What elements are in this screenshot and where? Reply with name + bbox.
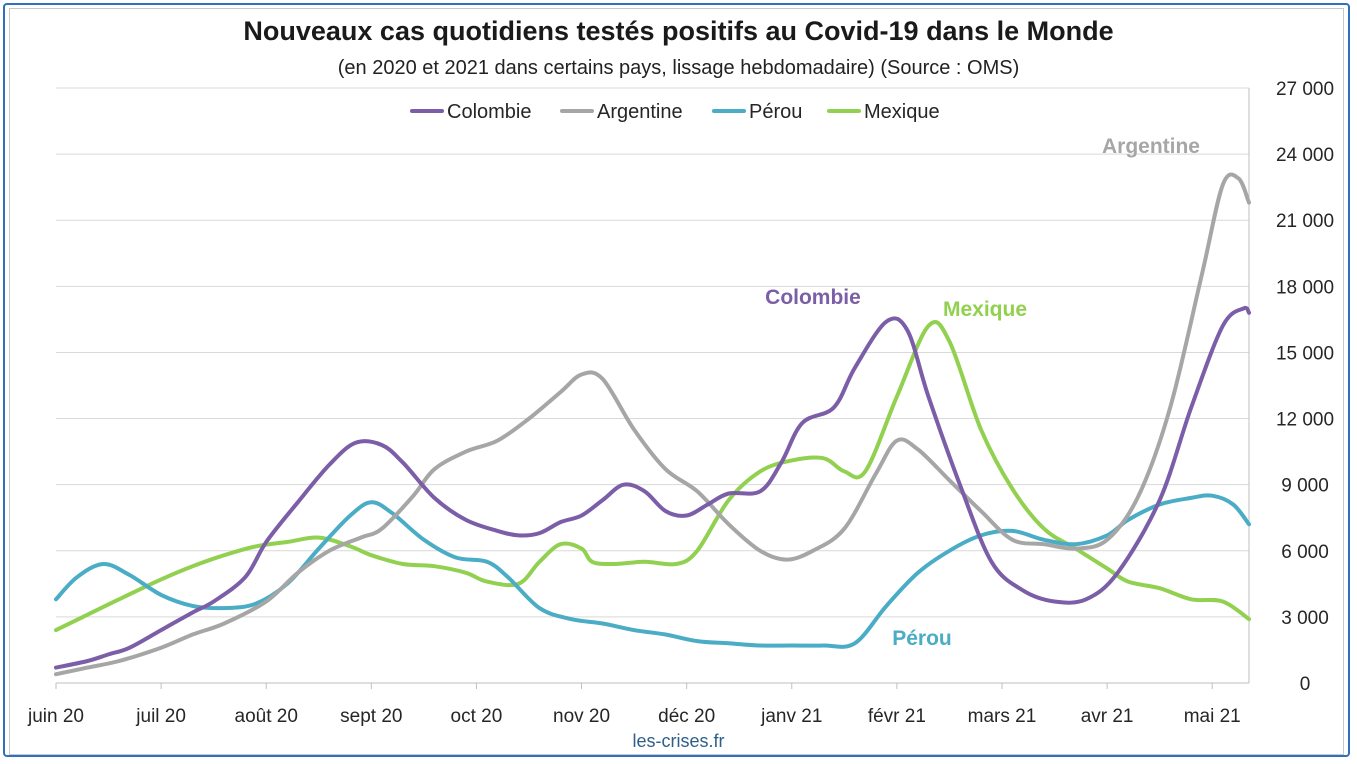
x-tick-label: déc 20	[658, 706, 715, 727]
y-tick-label: 18 000	[1276, 277, 1334, 298]
y-tick-label: 3 000	[1281, 608, 1329, 629]
x-tick-label: janv 21	[760, 706, 822, 727]
y-tick-label: 9 000	[1281, 476, 1329, 497]
x-tick-label: févr 21	[868, 706, 926, 727]
chart-area-border	[9, 8, 1344, 755]
x-tick-label: août 20	[235, 706, 298, 727]
legend-label: Argentine	[597, 101, 683, 123]
legend-label: Pérou	[749, 101, 802, 123]
x-tick-label: juin 20	[27, 706, 84, 727]
series-line-colombie	[54, 305, 1251, 670]
x-tick-label: juil 20	[135, 706, 186, 727]
chart-frame	[3, 3, 1350, 757]
series-direct-label: Mexique	[943, 298, 1027, 321]
series-direct-label: Pérou	[892, 627, 952, 650]
x-tick-label: nov 20	[553, 706, 610, 727]
y-tick-label: 21 000	[1276, 211, 1334, 232]
series-direct-label: Argentine	[1102, 135, 1200, 158]
y-tick-label: 0	[1300, 674, 1311, 695]
series-line-argentine	[54, 172, 1251, 677]
chart-subtitle: (en 2020 et 2021 dans certains pays, lis…	[337, 57, 1020, 79]
legend-label: Colombie	[447, 101, 531, 123]
legend-label: Mexique	[864, 101, 940, 123]
x-tick-label: mars 21	[968, 706, 1037, 727]
y-tick-label: 27 000	[1276, 79, 1334, 100]
x-tick-label: sept 20	[340, 706, 402, 727]
y-tick-label: 15 000	[1276, 343, 1334, 364]
x-tick-label: avr 21	[1081, 706, 1134, 727]
series-line-mexique	[54, 320, 1251, 633]
y-tick-label: 6 000	[1281, 542, 1329, 563]
x-tick-label: mai 21	[1184, 706, 1241, 727]
y-tick-label: 24 000	[1276, 145, 1334, 166]
series-line-pérou	[54, 493, 1251, 649]
source-note: les-crises.fr	[632, 731, 725, 751]
series-direct-label: Colombie	[765, 286, 861, 309]
y-tick-label: 12 000	[1276, 410, 1334, 431]
x-tick-label: oct 20	[451, 706, 503, 727]
chart-title: Nouveaux cas quotidiens testés positifs …	[243, 16, 1114, 46]
